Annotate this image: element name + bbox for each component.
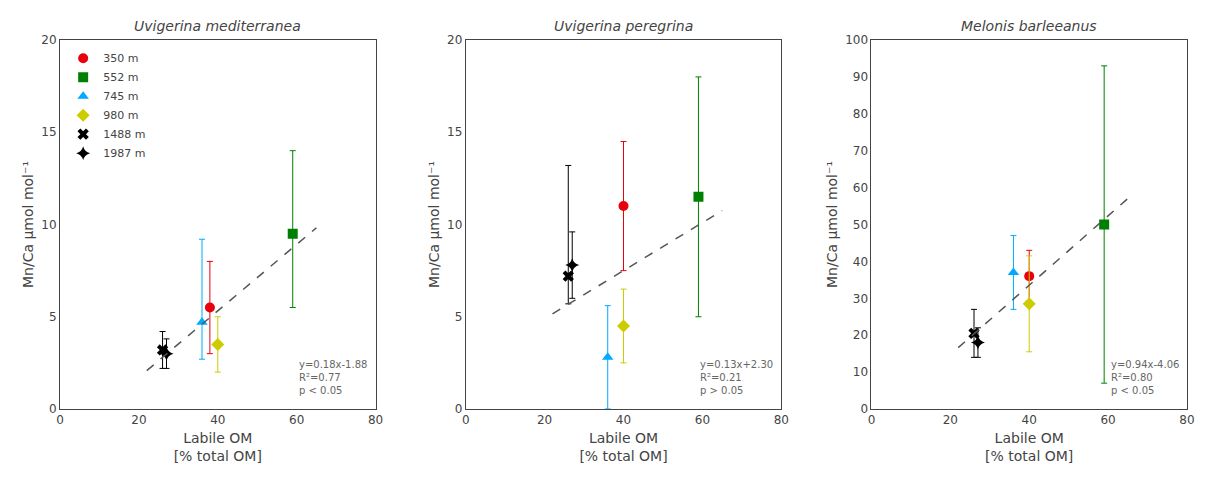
svg-text:552 m: 552 m (103, 71, 138, 84)
svg-text:20: 20 (943, 413, 958, 427)
svg-text:350 m: 350 m (103, 52, 138, 65)
svg-text:0: 0 (56, 413, 64, 427)
svg-text:40: 40 (1022, 413, 1037, 427)
svg-text:40: 40 (853, 255, 868, 269)
svg-text:0: 0 (868, 413, 876, 427)
svg-text:10: 10 (447, 218, 462, 232)
svg-text:80: 80 (853, 107, 868, 121)
svg-text:60: 60 (289, 413, 304, 427)
svg-text:0: 0 (462, 413, 470, 427)
svg-text:20: 20 (131, 413, 146, 427)
svg-text:20: 20 (41, 33, 56, 47)
svg-text:30: 30 (853, 292, 868, 306)
svg-text:20: 20 (853, 328, 868, 342)
svg-text:100: 100 (845, 33, 868, 47)
svg-text:5: 5 (455, 310, 463, 324)
svg-text:Melonis barleeanus: Melonis barleeanus (961, 18, 1097, 34)
svg-text:80: 80 (774, 413, 789, 427)
svg-text:80: 80 (1179, 413, 1194, 427)
svg-text:5: 5 (49, 310, 57, 324)
svg-text:Labile OM[% total OM]: Labile OM[% total OM] (579, 430, 667, 464)
svg-text:15: 15 (41, 125, 56, 139)
svg-text:40: 40 (210, 413, 225, 427)
svg-text:15: 15 (447, 125, 462, 139)
svg-text:1987 m: 1987 m (103, 147, 145, 160)
svg-text:y=0.18x-1.88R²=0.77p < 0.05: y=0.18x-1.88R²=0.77p < 0.05 (299, 359, 367, 396)
svg-text:0: 0 (455, 402, 463, 416)
svg-text:60: 60 (1100, 413, 1115, 427)
svg-text:y=0.94x-4.06R²=0.80p < 0.05: y=0.94x-4.06R²=0.80p < 0.05 (1111, 359, 1179, 396)
svg-text:980 m: 980 m (103, 109, 138, 122)
svg-text:20: 20 (447, 33, 462, 47)
svg-text:Mn/Ca μmol mol⁻¹: Mn/Ca μmol mol⁻¹ (20, 161, 36, 288)
svg-text:0: 0 (49, 402, 57, 416)
svg-text:1488 m: 1488 m (103, 128, 145, 141)
svg-text:0: 0 (860, 402, 868, 416)
svg-text:40: 40 (616, 413, 631, 427)
svg-text:80: 80 (368, 413, 383, 427)
svg-text:50: 50 (853, 218, 868, 232)
svg-text:90: 90 (853, 70, 868, 84)
svg-text:Mn/Ca μmol mol⁻¹: Mn/Ca μmol mol⁻¹ (426, 161, 442, 288)
svg-text:20: 20 (537, 413, 552, 427)
svg-text:70: 70 (853, 144, 868, 158)
svg-text:Labile OM[% total OM]: Labile OM[% total OM] (985, 430, 1073, 464)
svg-text:y=0.13x+2.30R²=0.21p > 0.05: y=0.13x+2.30R²=0.21p > 0.05 (700, 359, 773, 396)
svg-text:745 m: 745 m (103, 90, 138, 103)
svg-text:10: 10 (853, 365, 868, 379)
svg-text:60: 60 (695, 413, 710, 427)
svg-text:Mn/Ca μmol mol⁻¹: Mn/Ca μmol mol⁻¹ (824, 161, 840, 288)
svg-text:Labile OM[% total OM]: Labile OM[% total OM] (174, 430, 262, 464)
svg-text:60: 60 (853, 181, 868, 195)
svg-text:Uvigerina mediterranea: Uvigerina mediterranea (134, 18, 301, 34)
svg-text:Uvigerina peregrina: Uvigerina peregrina (554, 18, 693, 34)
svg-text:10: 10 (41, 218, 56, 232)
